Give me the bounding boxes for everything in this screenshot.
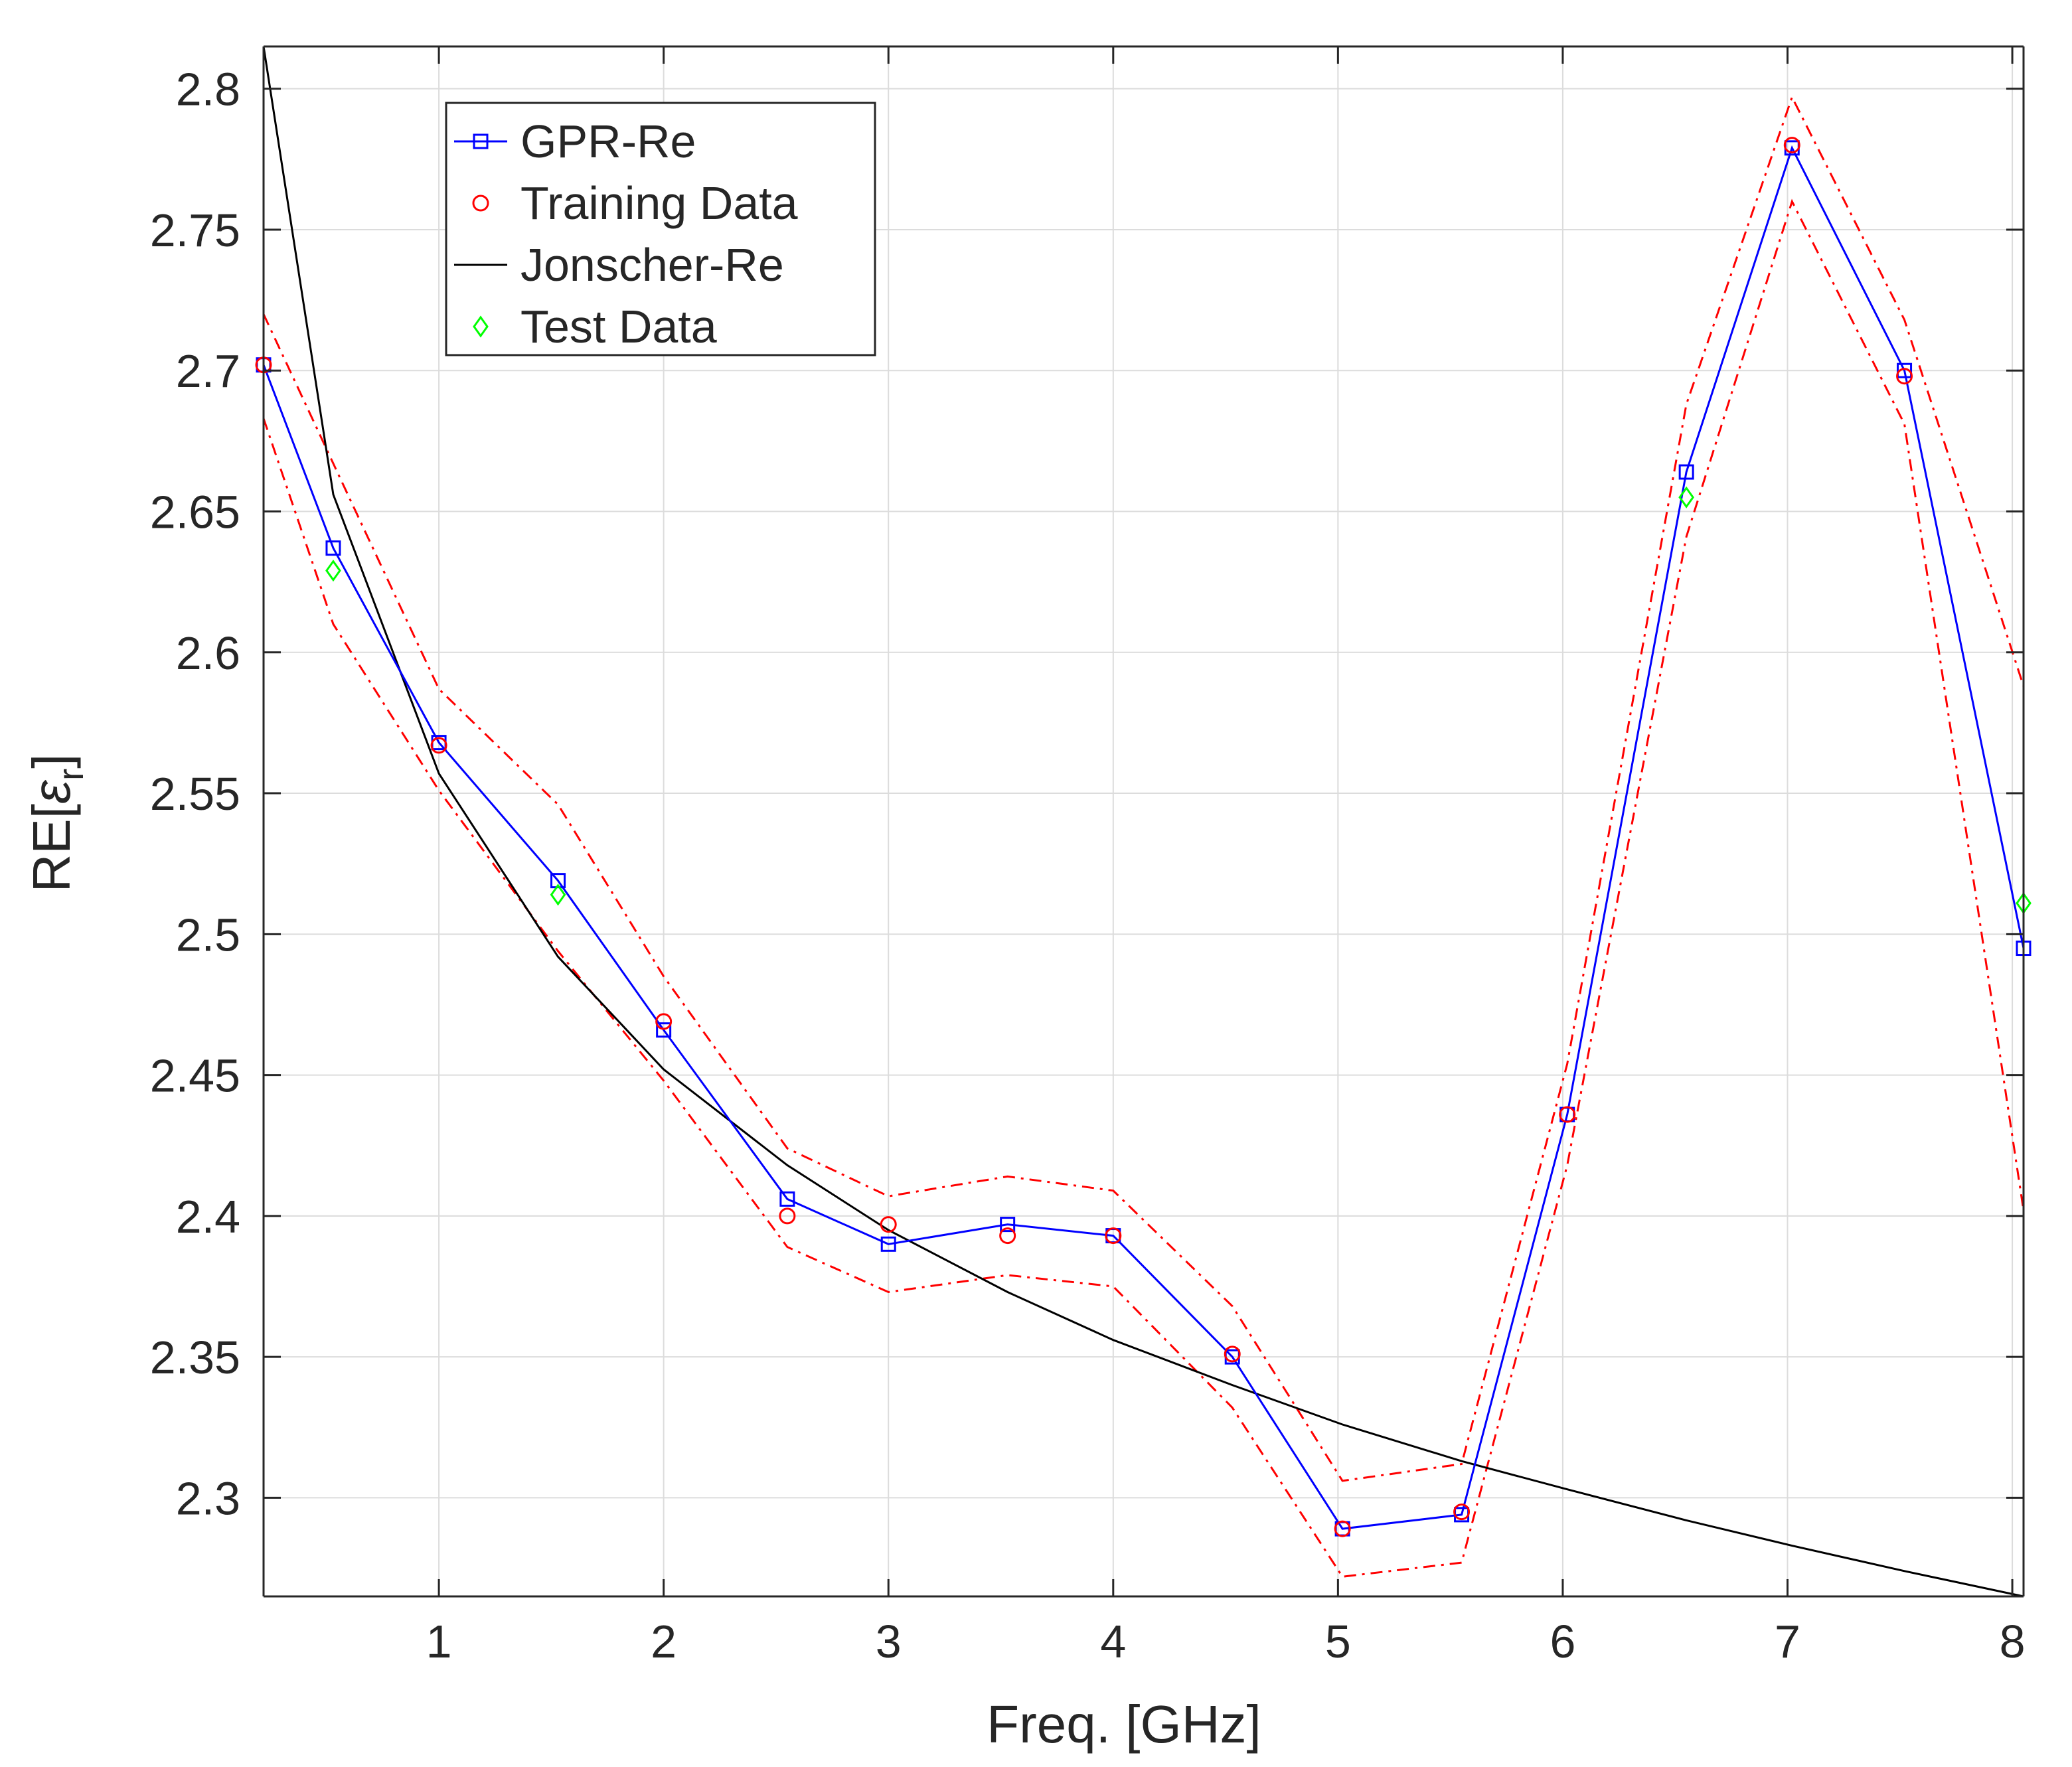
y-tick-label: 2.3 (176, 1472, 240, 1524)
legend-box (445, 102, 876, 356)
x-axis-label: Freq. [GHz] (987, 1695, 1261, 1754)
test-point (1678, 486, 1694, 508)
svg-text:RE[εr]: RE[εr] (22, 754, 91, 893)
y-tick-label: 2.5 (176, 909, 240, 960)
test-point (325, 560, 341, 582)
y-axis-label-symbol: ε (22, 779, 81, 804)
legend-label: Jonscher-Re (520, 239, 784, 291)
legend: GPR-Re Training Data Jonscher-Re Test Data (445, 102, 876, 356)
legend-label: Test Data (520, 301, 717, 352)
y-axis-label-subscript: r (51, 769, 91, 781)
y-tick-label: 2.8 (176, 64, 240, 115)
legend-label: GPR-Re (520, 115, 696, 167)
y-tick-label: 2.6 (176, 627, 240, 679)
training-point (1224, 1345, 1241, 1363)
legend-circle-marker (472, 194, 489, 212)
x-tick-label: 3 (876, 1616, 902, 1667)
series-layer (255, 46, 2032, 1598)
legend-diamond-marker (473, 315, 489, 338)
gpr-point (656, 1022, 672, 1038)
gpr-point (1897, 362, 1913, 378)
gpr-point (1678, 464, 1694, 480)
gpr-point (1000, 1217, 1016, 1233)
y-axis-label-close: ] (22, 754, 81, 769)
x-tick-label: 1 (426, 1616, 452, 1667)
training-point (655, 1013, 673, 1030)
training-point (1559, 1106, 1576, 1123)
training-point (1453, 1503, 1471, 1521)
y-axis-label: RE[εr] (22, 754, 91, 893)
y-tick-label: 2.55 (150, 768, 240, 820)
gpr-point (779, 1191, 795, 1207)
x-tick-label: 2 (651, 1616, 677, 1667)
training-point (880, 1216, 897, 1233)
jonscher-line (262, 46, 2024, 1598)
axes-box (262, 45, 2025, 1598)
legend-square-marker (473, 133, 489, 149)
x-tick-label: 5 (1325, 1616, 1351, 1667)
y-tick-label: 2.4 (176, 1191, 240, 1243)
y-axis-label-main: RE[ (22, 804, 81, 892)
training-point (1105, 1227, 1122, 1245)
y-tick-label: 2.7 (176, 345, 240, 397)
ticks-layer: 1 2 3 4 5 6 7 8 2.3 2.35 2.4 2.45 2.5 2.55 2.6 2.65 2.7 2… (150, 46, 2026, 1667)
x-tick-label: 4 (1100, 1616, 1126, 1667)
lower-bound-line (262, 198, 2025, 1578)
training-point (1896, 368, 1913, 385)
training-point (999, 1227, 1016, 1245)
x-tick-label: 7 (1775, 1616, 1800, 1667)
test-point (550, 884, 566, 906)
legend-label: Training Data (520, 177, 798, 229)
y-tick-label: 2.35 (150, 1332, 240, 1383)
upper-bound-line (262, 94, 2025, 1482)
x-tick-label: 8 (2000, 1616, 2026, 1667)
training-point (430, 737, 447, 754)
training-point (779, 1207, 796, 1225)
y-tick-label: 2.65 (150, 487, 240, 538)
gpr-line (262, 145, 2025, 1530)
y-tick-label: 2.45 (150, 1050, 240, 1102)
y-tick-label: 2.75 (150, 204, 240, 256)
training-point (1334, 1520, 1351, 1537)
x-tick-label: 6 (1550, 1616, 1575, 1667)
training-point (1783, 137, 1800, 154)
gpr-point (325, 540, 341, 556)
gpr-point (880, 1236, 896, 1252)
grid-lines (264, 46, 2024, 1596)
gpr-point (550, 873, 566, 889)
